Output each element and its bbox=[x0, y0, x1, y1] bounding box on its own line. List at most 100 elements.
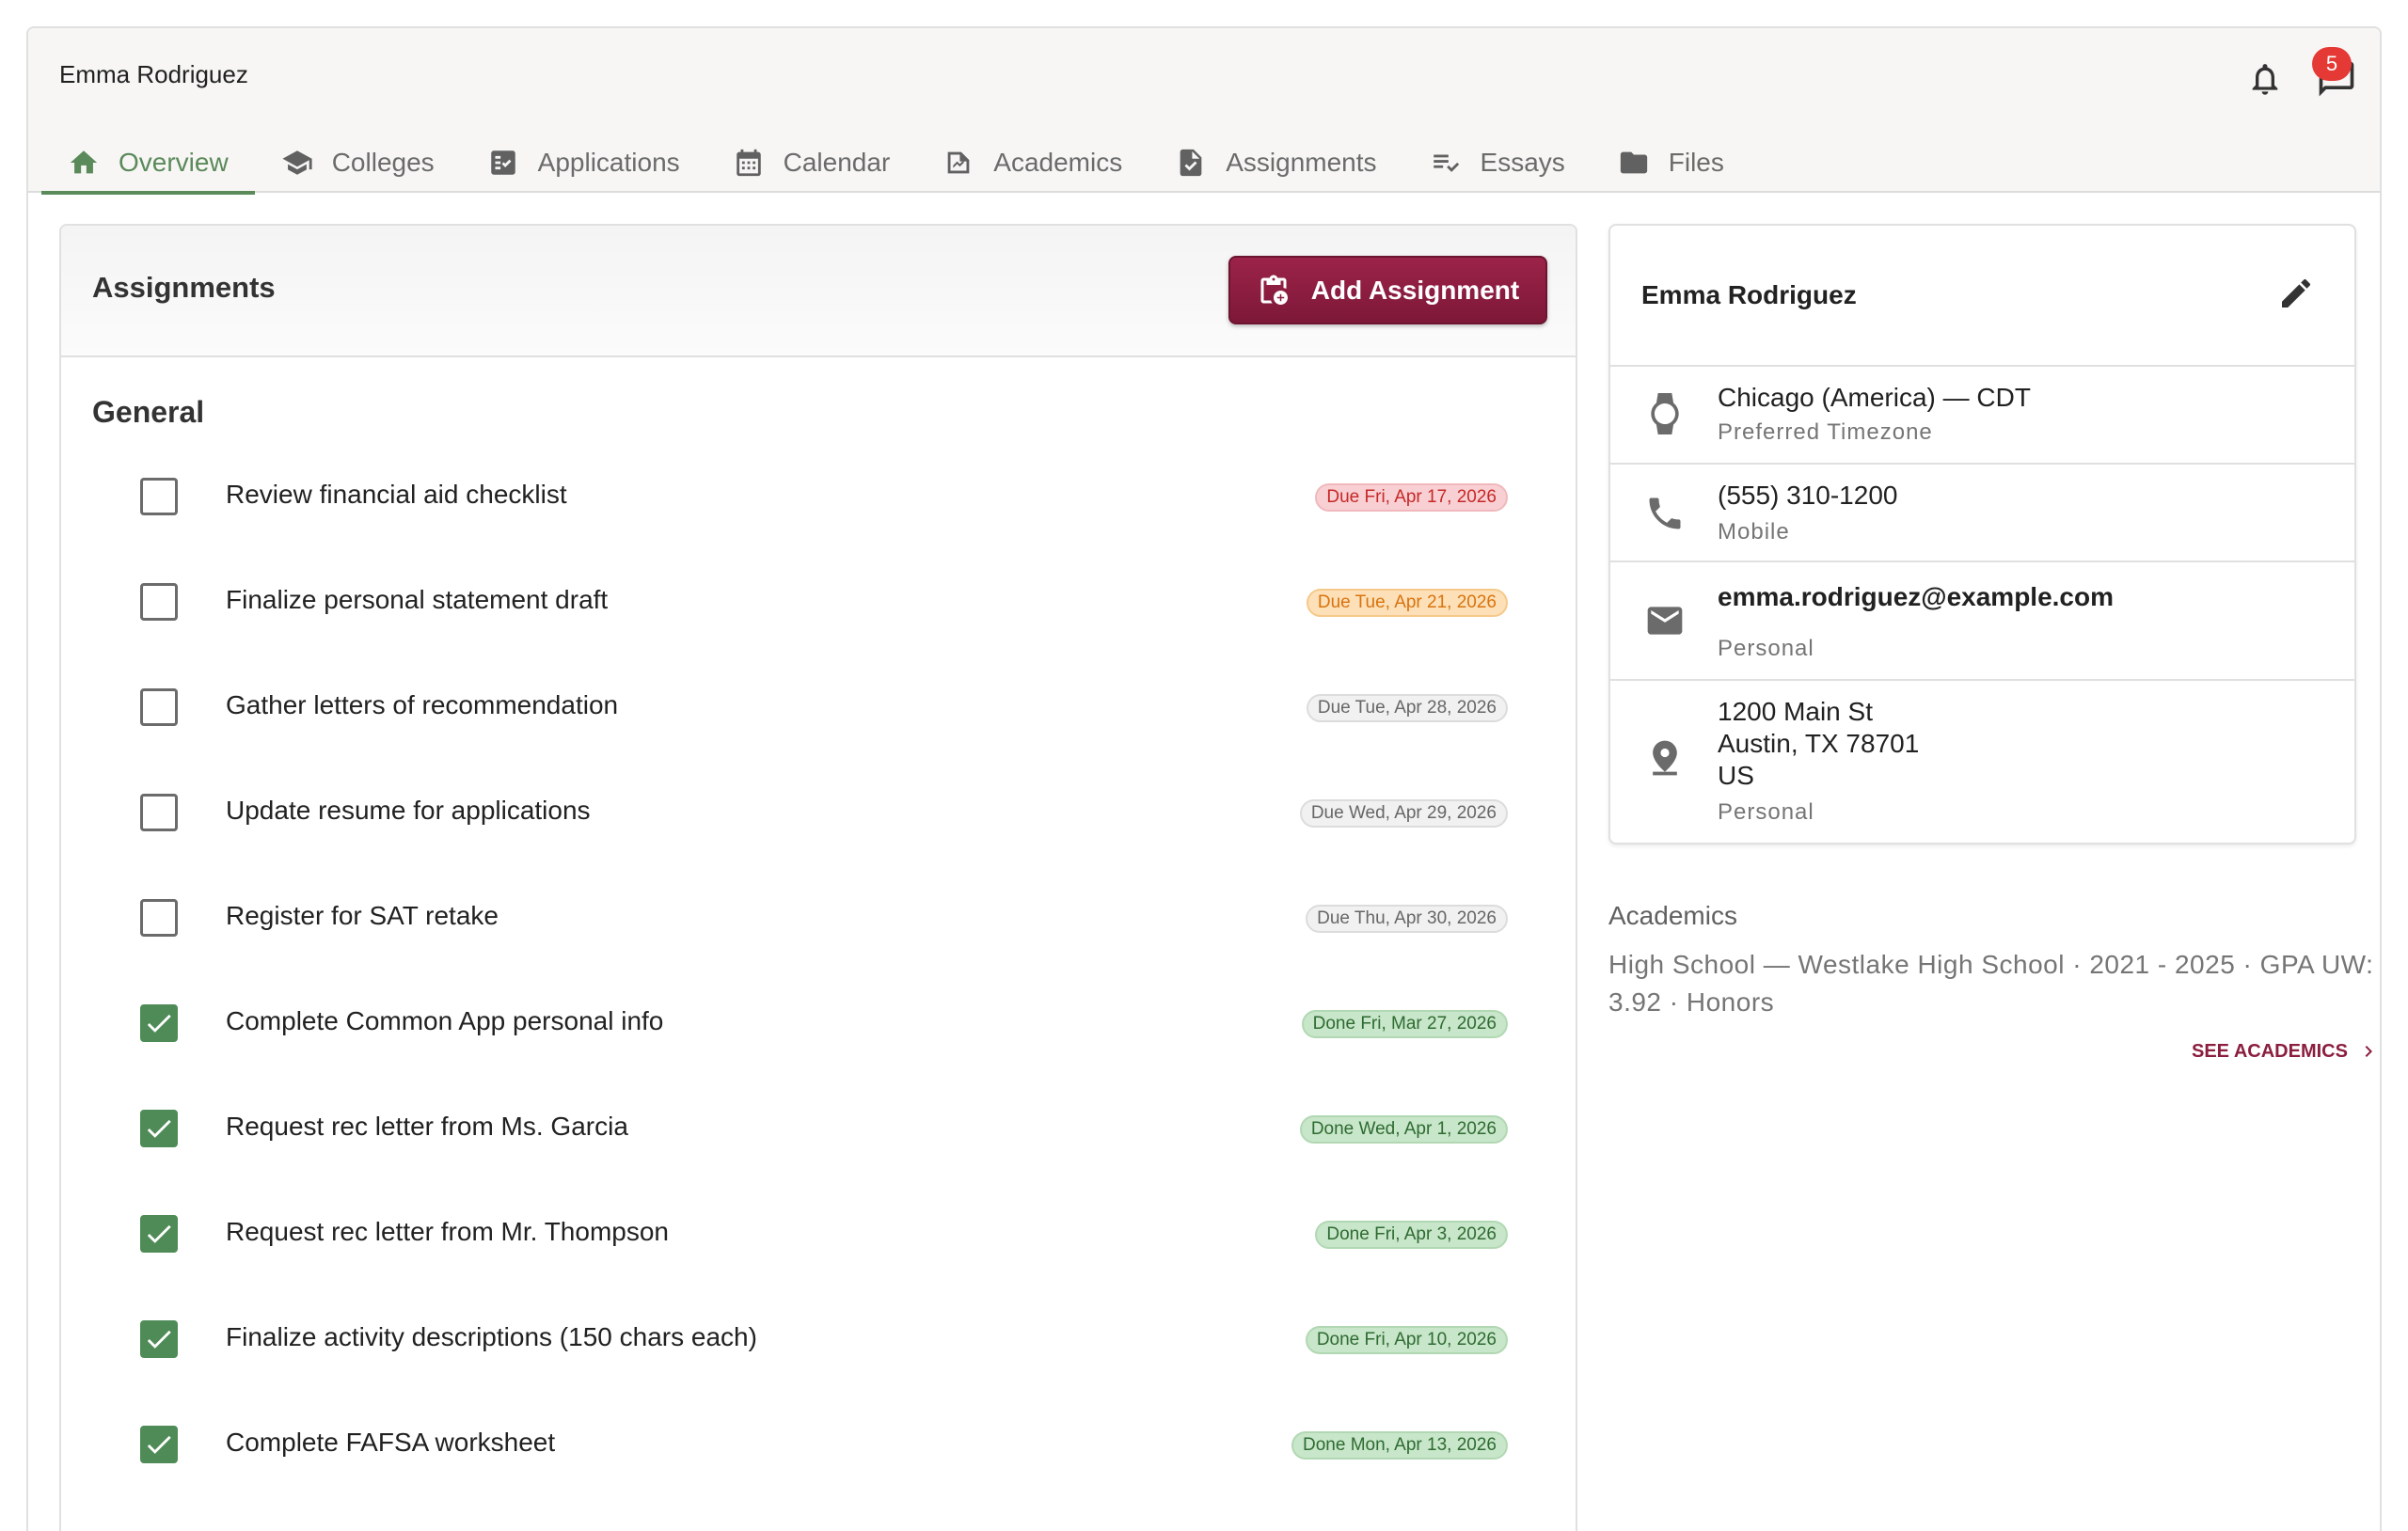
assignment-checkbox[interactable] bbox=[140, 899, 178, 937]
assignment-row: Request rec letter from Ms. Garcia Done … bbox=[61, 1078, 1576, 1183]
assignment-checkbox[interactable] bbox=[140, 1110, 178, 1147]
contact-card: Emma Rodriguez Chicago (America) — CDT P… bbox=[1608, 224, 2356, 844]
see-academics-label: SEE ACADEMICS bbox=[2192, 1040, 2348, 1062]
check-icon bbox=[147, 1435, 171, 1454]
assignment-label[interactable]: Finalize activity descriptions (150 char… bbox=[226, 1322, 757, 1351]
tab-academics[interactable]: Academics bbox=[916, 132, 1149, 193]
email-value[interactable]: emma.rodriguez@example.com bbox=[1718, 582, 2114, 611]
home-icon bbox=[70, 150, 98, 173]
academics-title: Academics bbox=[1608, 901, 1737, 930]
due-chip: Due Tue, Apr 28, 2026 bbox=[1306, 694, 1508, 722]
academics-icon bbox=[947, 151, 970, 173]
done-chip: Done Fri, Apr 10, 2026 bbox=[1305, 1326, 1508, 1354]
check-icon bbox=[147, 1014, 171, 1033]
assignment-label[interactable]: Register for SAT retake bbox=[226, 901, 499, 930]
assignment-checkbox[interactable] bbox=[140, 794, 178, 831]
assignment-label[interactable]: Complete Common App personal info bbox=[226, 1006, 664, 1035]
assignment-label[interactable]: Update resume for applications bbox=[226, 796, 591, 825]
tab-colleges[interactable]: Colleges bbox=[255, 132, 461, 193]
chevron-right-icon bbox=[2365, 1046, 2372, 1057]
location-pin-icon bbox=[1653, 740, 1677, 776]
assignment-checkbox[interactable] bbox=[140, 1004, 178, 1042]
email-label: Personal bbox=[1718, 636, 1814, 661]
assignment-checkbox[interactable] bbox=[140, 1426, 178, 1463]
add-assignment-button[interactable]: Add Assignment bbox=[1228, 256, 1547, 324]
timezone-value: Chicago (America) — CDT bbox=[1718, 383, 2031, 412]
assignment-row: Gather letters of recommendation Due Tue… bbox=[61, 656, 1576, 762]
assignment-row: Request rec letter from Mr. Thompson Don… bbox=[61, 1183, 1576, 1288]
assignment-checkbox[interactable] bbox=[140, 688, 178, 726]
chat-icon[interactable] bbox=[2316, 56, 2357, 102]
due-chip: Due Thu, Apr 30, 2026 bbox=[1306, 905, 1508, 933]
phone-value[interactable]: (555) 310-1200 bbox=[1718, 481, 1898, 510]
assignment-row: Complete Common App personal info Done F… bbox=[61, 972, 1576, 1078]
done-chip: Done Fri, Mar 27, 2026 bbox=[1301, 1010, 1508, 1038]
assignment-label[interactable]: Gather letters of recommendation bbox=[226, 690, 619, 719]
watch-icon bbox=[1651, 393, 1679, 434]
assignment-checkbox[interactable] bbox=[140, 1320, 178, 1358]
see-academics-link[interactable]: SEE ACADEMICS bbox=[2192, 1040, 2380, 1063]
applications-icon bbox=[490, 150, 515, 175]
edit-icon[interactable] bbox=[2277, 275, 2315, 312]
academics-summary: High School — Westlake High School · 202… bbox=[1608, 950, 2374, 1017]
address-row: 1200 Main St Austin, TX 78701 US Persona… bbox=[1610, 681, 2354, 841]
check-icon bbox=[147, 1330, 171, 1349]
tab-label: Applications bbox=[537, 147, 680, 177]
assignment-row: Register for SAT retake Due Thu, Apr 30,… bbox=[61, 867, 1576, 972]
assignment-row: Complete FAFSA worksheet Done Mon, Apr 1… bbox=[61, 1394, 1576, 1499]
assignment-label[interactable]: Review financial aid checklist bbox=[226, 480, 567, 509]
assignment-checkbox[interactable] bbox=[140, 478, 178, 515]
calendar-icon bbox=[736, 149, 761, 176]
assignment-icon bbox=[1180, 149, 1202, 176]
email-row: emma.rodriguez@example.com Personal bbox=[1610, 562, 2354, 681]
timezone-label: Preferred Timezone bbox=[1718, 419, 1933, 445]
contact-name: Emma Rodriguez bbox=[1641, 280, 1857, 309]
assignment-row: Finalize activity descriptions (150 char… bbox=[61, 1288, 1576, 1394]
tab-label: Calendar bbox=[783, 147, 891, 177]
contact-card-header: Emma Rodriguez bbox=[1610, 226, 2354, 367]
assignments-header: Assignments Add Assignment bbox=[61, 226, 1576, 357]
assignments-title: Assignments bbox=[92, 271, 276, 304]
bell-icon[interactable] bbox=[2246, 60, 2284, 98]
phone-icon bbox=[1649, 497, 1681, 529]
top-bar: Emma Rodriguez 5 Overview Colleges Appli… bbox=[28, 28, 2380, 195]
address-line2: Austin, TX 78701 bbox=[1718, 729, 1920, 758]
assignments-panel: Assignments Add Assignment General Revie… bbox=[59, 224, 1577, 1531]
add-assignment-icon bbox=[1260, 275, 1288, 305]
check-icon bbox=[147, 1224, 171, 1243]
assignment-label[interactable]: Complete FAFSA worksheet bbox=[226, 1428, 556, 1457]
folder-icon bbox=[1620, 151, 1647, 173]
tab-essays[interactable]: Essays bbox=[1403, 132, 1592, 193]
assignment-label[interactable]: Request rec letter from Ms. Garcia bbox=[226, 1112, 628, 1141]
assignment-checkbox[interactable] bbox=[140, 583, 178, 621]
assignment-label[interactable]: Request rec letter from Mr. Thompson bbox=[226, 1217, 669, 1246]
done-chip: Done Mon, Apr 13, 2026 bbox=[1291, 1431, 1508, 1460]
tab-label: Assignments bbox=[1226, 147, 1377, 177]
tab-calendar[interactable]: Calendar bbox=[706, 132, 917, 193]
phone-label: Mobile bbox=[1718, 519, 1790, 545]
tab-label: Colleges bbox=[331, 147, 435, 177]
assignment-row: Review financial aid checklist Due Fri, … bbox=[61, 446, 1576, 551]
app-frame: Emma Rodriguez 5 Overview Colleges Appli… bbox=[26, 26, 2382, 1531]
add-assignment-label: Add Assignment bbox=[1310, 275, 1520, 305]
essay-icon bbox=[1433, 154, 1459, 172]
tab-overview[interactable]: Overview bbox=[41, 132, 255, 195]
address-line1: 1200 Main St bbox=[1718, 697, 1873, 726]
tab-label: Files bbox=[1668, 147, 1724, 177]
notification-badge: 5 bbox=[2312, 47, 2352, 81]
assignment-checkbox[interactable] bbox=[140, 1215, 178, 1253]
school-icon bbox=[282, 150, 312, 175]
due-chip: Due Tue, Apr 21, 2026 bbox=[1306, 589, 1508, 617]
student-name: Emma Rodriguez bbox=[59, 60, 248, 88]
assignment-row: Finalize personal statement draft Due Tu… bbox=[61, 551, 1576, 656]
address-label: Personal bbox=[1718, 799, 1814, 825]
check-icon bbox=[147, 1119, 171, 1138]
assignment-label[interactable]: Finalize personal statement draft bbox=[226, 585, 609, 614]
mail-icon bbox=[1647, 607, 1683, 635]
tab-assignments[interactable]: Assignments bbox=[1149, 132, 1402, 193]
phone-row: (555) 310-1200 Mobile bbox=[1610, 465, 2354, 562]
tab-applications[interactable]: Applications bbox=[461, 132, 706, 193]
tab-files[interactable]: Files bbox=[1592, 132, 1751, 193]
address-line3: US bbox=[1718, 761, 1754, 790]
done-chip: Done Fri, Apr 3, 2026 bbox=[1315, 1221, 1508, 1249]
